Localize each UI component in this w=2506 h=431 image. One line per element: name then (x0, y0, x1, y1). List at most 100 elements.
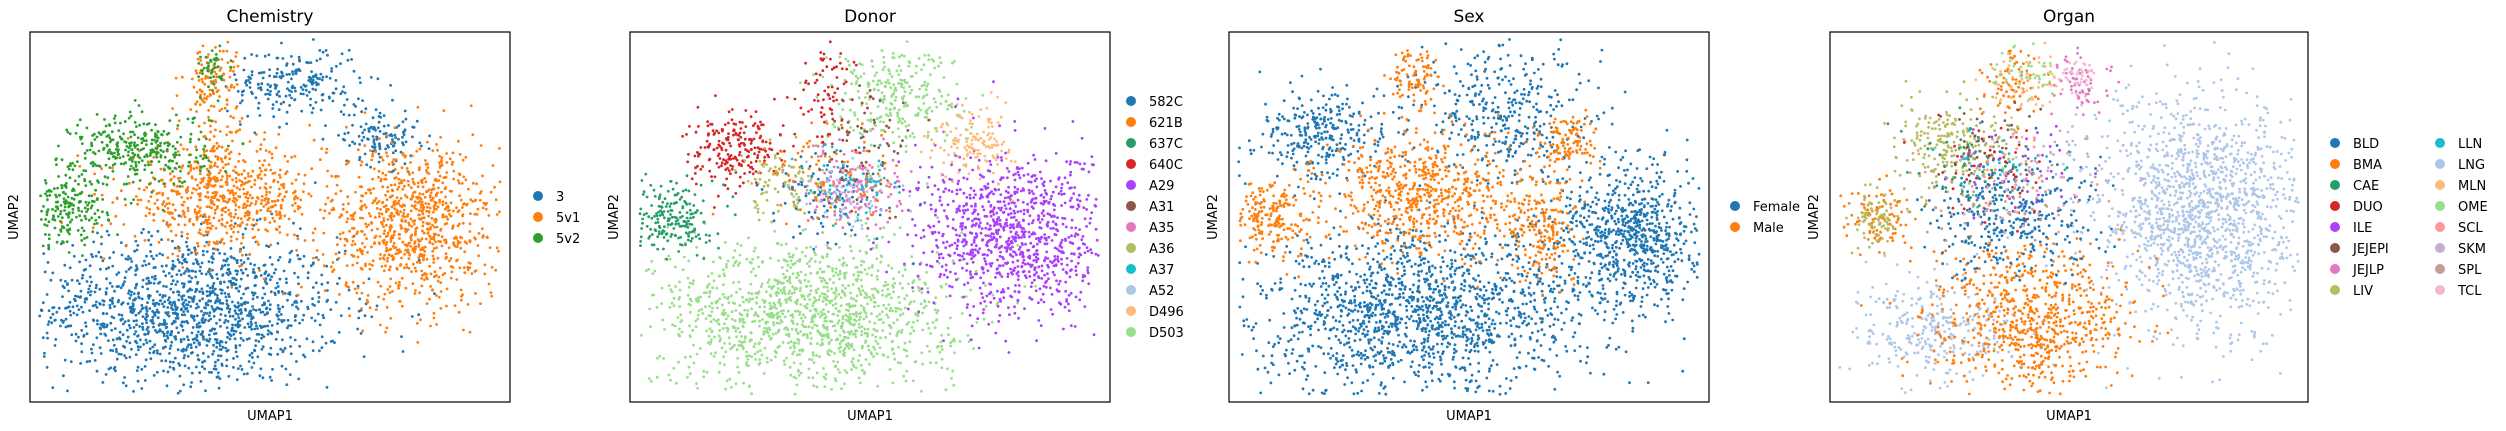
scatter-point (752, 267, 755, 271)
scatter-point (205, 250, 209, 254)
scatter-point (182, 310, 186, 313)
scatter-point (62, 319, 65, 323)
scatter-point (199, 232, 203, 236)
scatter-point (90, 182, 93, 186)
scatter-point (123, 376, 126, 379)
scatter-point (863, 268, 867, 271)
scatter-point (461, 158, 465, 162)
scatter-point (648, 307, 651, 311)
scatter-point (458, 194, 461, 198)
scatter-point (866, 327, 870, 331)
scatter-point (689, 372, 692, 376)
scatter-point (447, 246, 451, 250)
scatter-point (259, 208, 263, 212)
scatter-point (270, 152, 274, 156)
scatter-point (219, 288, 223, 291)
scatter-point (216, 248, 220, 252)
scatter-point (756, 256, 760, 259)
scatter-point (206, 173, 210, 177)
scatter-point (77, 206, 80, 210)
scatter-point (375, 207, 379, 210)
scatter-point (130, 347, 133, 351)
scatter-point (408, 223, 411, 227)
scatter-point (221, 194, 225, 197)
scatter-point (457, 139, 460, 143)
scatter-point (85, 280, 89, 283)
scatter-point (929, 361, 932, 364)
scatter-point (836, 337, 839, 341)
scatter-point (281, 292, 285, 296)
scatter-point (208, 88, 212, 92)
scatter-point (232, 256, 236, 260)
scatter-point (76, 295, 80, 298)
scatter-point (339, 314, 343, 317)
scatter-point (167, 296, 171, 299)
scatter-point (201, 297, 205, 301)
scatter-point (430, 216, 434, 220)
scatter-point (439, 240, 442, 244)
scatter-point (264, 203, 268, 206)
scatter-point (204, 195, 208, 199)
scatter-point (347, 202, 350, 206)
scatter-point (264, 92, 267, 96)
scatter-point (427, 147, 431, 151)
scatter-point (822, 308, 825, 311)
scatter-point (194, 258, 198, 261)
scatter-point (360, 291, 364, 295)
scatter-point (309, 264, 313, 268)
scatter-point (287, 324, 291, 327)
scatter-point (345, 210, 349, 214)
scatter-point (688, 334, 692, 338)
scatter-point (232, 65, 236, 69)
scatter-point (384, 264, 387, 268)
scatter-point (662, 357, 665, 360)
scatter-point (445, 287, 449, 291)
scatter-point (476, 207, 480, 211)
scatter-point (170, 331, 173, 334)
scatter-point (208, 370, 211, 374)
scatter-point (254, 202, 257, 206)
scatter-point (404, 220, 407, 223)
scatter-point (176, 124, 180, 127)
scatter-point (218, 298, 222, 302)
scatter-point (149, 243, 153, 247)
scatter-point (378, 235, 382, 238)
scatter-point (261, 286, 265, 290)
scatter-point (217, 386, 221, 390)
scatter-point (743, 340, 746, 344)
scatter-point (291, 204, 294, 207)
scatter-point (232, 169, 235, 173)
scatter-point (256, 197, 260, 200)
scatter-point (165, 285, 168, 288)
scatter-point (296, 205, 300, 208)
scatter-point (216, 277, 220, 280)
scatter-point (739, 244, 743, 247)
scatter-point (180, 166, 184, 170)
scatter-point (44, 192, 47, 196)
scatter-point (78, 214, 82, 218)
scatter-point (361, 131, 365, 135)
scatter-point (402, 208, 406, 212)
scatter-point (158, 352, 162, 356)
scatter-point (347, 288, 351, 292)
scatter-point (209, 317, 213, 321)
scatter-point (195, 90, 199, 94)
scatter-point (57, 233, 61, 237)
scatter-point (419, 206, 423, 209)
scatter-point (128, 341, 132, 345)
scatter-point (101, 182, 105, 186)
scatter-point (310, 70, 313, 73)
scatter-point (721, 303, 724, 307)
scatter-point (722, 308, 726, 312)
scatter-point (181, 328, 185, 332)
scatter-point (881, 235, 884, 239)
scatter-point (375, 201, 379, 205)
scatter-point (365, 237, 368, 241)
scatter-point (382, 241, 386, 245)
scatter-point (251, 291, 254, 294)
scatter-point (359, 216, 362, 220)
scatter-point (887, 324, 891, 327)
scatter-point (279, 347, 283, 351)
scatter-point (189, 108, 193, 111)
scatter-point (438, 154, 442, 158)
